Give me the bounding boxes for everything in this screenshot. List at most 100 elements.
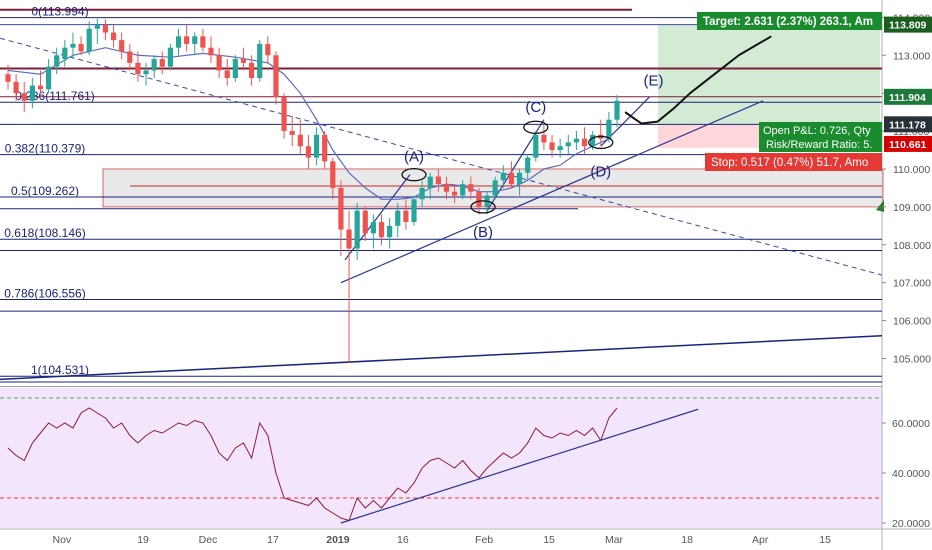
candle[interactable] xyxy=(419,180,425,207)
candle[interactable] xyxy=(565,134,571,154)
candle[interactable] xyxy=(167,43,173,71)
candle[interactable] xyxy=(70,32,76,60)
candle[interactable] xyxy=(378,214,385,245)
price-tick-label: 106.000 xyxy=(893,316,931,328)
candle[interactable] xyxy=(362,206,368,241)
time-tick-label: 19 xyxy=(137,534,149,546)
candle[interactable] xyxy=(273,51,279,105)
candle[interactable] xyxy=(102,19,109,41)
candle[interactable] xyxy=(54,47,60,75)
candle[interactable] xyxy=(289,115,295,147)
candle[interactable] xyxy=(614,95,620,128)
time-tick-label: Apr xyxy=(752,534,769,546)
candle[interactable] xyxy=(249,55,255,86)
candle[interactable] xyxy=(395,203,401,238)
candle[interactable] xyxy=(192,32,198,56)
wave-label-d: (D) xyxy=(590,164,611,181)
candle[interactable] xyxy=(159,51,165,75)
moving-average-line xyxy=(7,47,610,200)
candle[interactable] xyxy=(110,24,117,48)
candle[interactable] xyxy=(78,36,84,56)
candle[interactable] xyxy=(143,62,149,86)
candle[interactable] xyxy=(224,59,230,86)
candle[interactable] xyxy=(330,157,336,200)
candle-body xyxy=(362,210,368,234)
candle-body xyxy=(395,210,401,226)
price-tag-1: 111.904 xyxy=(889,92,926,104)
stop-label: Stop: 0.517 (0.47%) 51.7, Amo xyxy=(705,153,882,171)
candle-body xyxy=(281,96,287,132)
candle[interactable] xyxy=(208,36,214,63)
candle[interactable] xyxy=(127,43,133,71)
candle[interactable] xyxy=(443,176,450,200)
candle[interactable] xyxy=(508,161,515,188)
candle[interactable] xyxy=(232,55,238,82)
candle[interactable] xyxy=(281,93,287,139)
candle[interactable] xyxy=(200,28,206,52)
candle[interactable] xyxy=(516,168,523,196)
candle[interactable] xyxy=(257,40,263,82)
candle[interactable] xyxy=(427,172,433,200)
candle[interactable] xyxy=(240,47,247,71)
candle[interactable] xyxy=(322,131,328,169)
candle[interactable] xyxy=(135,51,141,82)
candle[interactable] xyxy=(557,138,563,158)
candle-body xyxy=(224,70,230,79)
candle[interactable] xyxy=(525,153,531,181)
candle[interactable] xyxy=(13,74,19,101)
candle-body xyxy=(549,142,555,151)
candle-body xyxy=(590,134,596,147)
oscillator[interactable]: 20.0000 40.0000 60.0000 xyxy=(0,397,930,530)
candle[interactable] xyxy=(452,184,458,204)
candle-body xyxy=(557,146,563,151)
candle[interactable] xyxy=(62,40,68,67)
candle[interactable] xyxy=(119,32,125,60)
candle[interactable] xyxy=(460,180,466,200)
candle[interactable] xyxy=(305,134,312,169)
candle-body xyxy=(403,210,409,223)
candle-body xyxy=(354,210,360,249)
candle[interactable] xyxy=(573,131,579,151)
time-tick-label: 15 xyxy=(543,534,555,546)
candle[interactable] xyxy=(500,165,506,188)
candle[interactable] xyxy=(468,176,474,200)
candle[interactable] xyxy=(313,127,320,166)
candle[interactable] xyxy=(492,176,498,200)
candle-body xyxy=(305,146,312,158)
time-tick-label: Dec xyxy=(199,534,218,546)
candle[interactable] xyxy=(151,55,157,79)
candle[interactable] xyxy=(403,199,409,230)
candle[interactable] xyxy=(338,180,344,257)
candle[interactable] xyxy=(94,17,100,44)
candle[interactable] xyxy=(387,218,393,249)
candle-body xyxy=(159,59,165,67)
candle[interactable] xyxy=(354,203,360,260)
candle[interactable] xyxy=(46,59,52,94)
candle[interactable] xyxy=(533,131,539,162)
risk-reward-text: Risk/Reward Ratio: 5. xyxy=(766,139,872,151)
candle[interactable] xyxy=(435,168,441,192)
candle[interactable] xyxy=(86,21,92,56)
time-axis[interactable]: Nov 19 Dec 17 2019 16 Feb 15 Mar 18 Apr 15 xyxy=(52,534,831,546)
candle[interactable] xyxy=(541,123,547,151)
candle[interactable] xyxy=(265,36,271,63)
candle[interactable] xyxy=(21,81,27,113)
candle[interactable] xyxy=(297,119,303,154)
candle[interactable] xyxy=(549,134,555,158)
candle[interactable] xyxy=(411,195,417,226)
candle-body xyxy=(378,222,385,238)
candle[interactable] xyxy=(29,78,35,109)
candle[interactable] xyxy=(370,214,376,249)
candle[interactable] xyxy=(37,70,44,97)
candle[interactable] xyxy=(581,127,588,154)
candle-body xyxy=(54,55,60,67)
candle-body xyxy=(46,66,52,90)
candle[interactable] xyxy=(346,210,352,363)
candle-body xyxy=(289,131,295,135)
candle[interactable] xyxy=(216,47,222,79)
candle-body xyxy=(500,172,506,181)
candle[interactable] xyxy=(5,64,11,90)
candle[interactable] xyxy=(175,28,182,56)
candle[interactable] xyxy=(184,24,190,52)
